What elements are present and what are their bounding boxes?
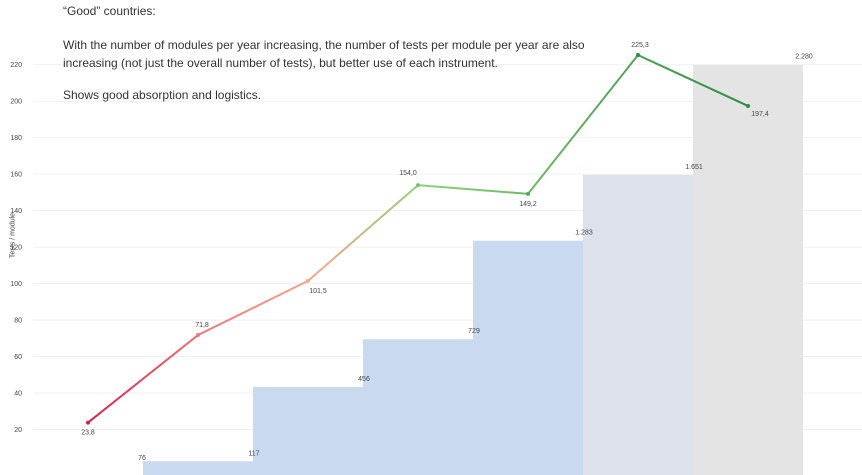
line-label: 197,4 — [751, 111, 769, 118]
annotation-heading: “Good” countries: — [63, 4, 156, 18]
bar-label: 2.280 — [795, 54, 813, 61]
line-label: 101,5 — [309, 288, 327, 295]
line-point — [526, 191, 530, 196]
y-axis-ticks: 20 40 60 80 100 120 140 160 180 200 220 — [10, 62, 22, 434]
line-point — [196, 333, 200, 338]
bar-labels: 76 117 456 729 1.283 1.651 2.280 — [138, 54, 813, 462]
line-point — [86, 420, 90, 425]
bar — [143, 461, 253, 475]
bar — [693, 64, 803, 475]
line-point — [746, 103, 750, 108]
line-label: 71,8 — [195, 322, 209, 329]
y-tick-label: 200 — [10, 99, 22, 106]
line-point — [416, 183, 420, 188]
line-point — [636, 53, 640, 58]
bars — [143, 64, 803, 475]
y-tick-label: 80 — [14, 318, 22, 325]
y-tick-label: 60 — [14, 354, 22, 361]
line-label: 154,0 — [399, 170, 417, 177]
bar — [583, 174, 693, 475]
y-tick-label: 160 — [10, 172, 22, 179]
y-tick-label: 120 — [10, 245, 22, 252]
bar-label: 117 — [248, 450, 259, 457]
annotation: “Good” countries: With the number of mod… — [63, 2, 603, 118]
y-tick-label: 100 — [10, 281, 22, 288]
bar-label: 729 — [468, 328, 480, 335]
y-tick-label: 20 — [14, 427, 22, 434]
annotation-body: With the number of modules per year incr… — [63, 38, 585, 70]
y-tick-label: 40 — [14, 391, 22, 398]
annotation-note: Shows good absorption and logistics. — [63, 88, 262, 102]
y-tick-label: 140 — [10, 208, 22, 215]
line-labels: 23,8 71,8 101,5 154,0 149,2 225,3 197,4 — [81, 42, 769, 437]
bar — [473, 240, 583, 475]
bar — [253, 387, 363, 475]
y-tick-label: 180 — [10, 135, 22, 142]
line-points — [86, 53, 750, 425]
bar-label: 456 — [358, 376, 370, 383]
bar — [363, 339, 473, 475]
bar-label: 1.651 — [685, 164, 703, 171]
line-point — [306, 278, 310, 283]
y-tick-label: 220 — [10, 62, 22, 69]
y-axis-label: Tests / module — [9, 212, 17, 259]
line-label: 149,2 — [519, 201, 537, 208]
line-label: 23,8 — [81, 430, 95, 437]
bar-label: 76 — [138, 455, 146, 462]
bar-label: 1.283 — [575, 230, 593, 237]
line-label: 225,3 — [631, 42, 649, 49]
